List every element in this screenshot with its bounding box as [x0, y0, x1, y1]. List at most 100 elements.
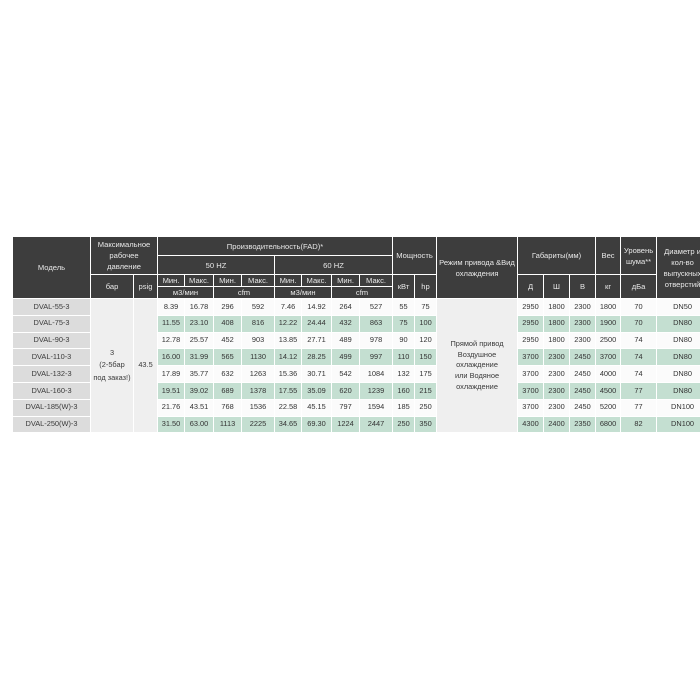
- header-kw: кВт: [392, 274, 416, 299]
- cell-60hz-cfm-max: 1239: [359, 381, 394, 400]
- cell-outlet: DN50: [656, 298, 700, 316]
- cell-outlet: DN80: [656, 314, 700, 333]
- cell-50hz-m3min-max: 23.10: [184, 314, 215, 333]
- cell-height: 2300: [569, 314, 597, 333]
- cell-model: DVAL-160-3: [12, 381, 91, 400]
- cell-60hz-m3min-min: 12.22: [274, 314, 303, 333]
- cell-50hz-m3min-min: 31.50: [157, 415, 186, 434]
- cell-weight: 6800: [595, 415, 622, 434]
- cell-width: 2300: [543, 365, 571, 383]
- cell-outlet: DN100: [656, 398, 700, 417]
- table-row: DVAL-110-3 16.00 31.99 565 1130 14.12 28.25 499…: [12, 348, 700, 367]
- cell-hp: 175: [414, 365, 438, 383]
- cell-50hz-cfm-min: 452: [213, 331, 243, 350]
- cell-60hz-m3min-max: 28.25: [301, 348, 333, 367]
- cell-hp: 150: [414, 348, 438, 367]
- cell-60hz-cfm-min: 1224: [331, 415, 361, 434]
- cell-dba: 77: [620, 381, 658, 400]
- cell-50hz-cfm-max: 903: [241, 331, 276, 350]
- cell-50hz-m3min-min: 19.51: [157, 381, 186, 400]
- cell-60hz-m3min-max: 69.30: [301, 415, 333, 434]
- cell-60hz-cfm-min: 489: [331, 331, 361, 350]
- compressor-specification-table: Модель Максимальное рабочее давление Про…: [12, 236, 700, 434]
- cell-kw: 110: [392, 348, 416, 367]
- header-50hz: 50 HZ: [157, 255, 276, 275]
- header-50hz-m3min-max: Макс.: [184, 274, 215, 287]
- cell-weight: 1800: [595, 298, 622, 316]
- header-50hz-m3min-min: Мин.: [157, 274, 186, 287]
- cell-weight: 2500: [595, 331, 622, 350]
- cell-model: DVAL-90-3: [12, 331, 91, 350]
- cell-50hz-m3min-max: 25.57: [184, 331, 215, 350]
- cell-width: 1800: [543, 298, 571, 316]
- header-60hz-cfm-unit: cfm: [331, 286, 394, 299]
- header-max-pressure: Максимальное рабочее давление: [89, 236, 159, 275]
- cell-60hz-cfm-max: 2447: [359, 415, 394, 434]
- header-height: В: [569, 274, 597, 299]
- cell-outlet: DN80: [656, 381, 700, 400]
- cell-60hz-m3min-min: 14.12: [274, 348, 303, 367]
- cell-height: 2450: [569, 381, 597, 400]
- cell-50hz-m3min-max: 63.00: [184, 415, 215, 434]
- cell-60hz-m3min-min: 34.65: [274, 415, 303, 434]
- cell-kw: 75: [392, 314, 416, 333]
- cell-kw: 160: [392, 381, 416, 400]
- header-60hz-cfm-min: Мин.: [331, 274, 361, 287]
- cell-hp: 250: [414, 398, 438, 417]
- header-row-3: бар psig Мин. Макс. Мин. Макс. Мин. Макс…: [13, 274, 700, 299]
- cell-kw: 132: [392, 365, 416, 383]
- cell-60hz-m3min-max: 14.92: [301, 298, 333, 316]
- cell-width: 1800: [543, 314, 571, 333]
- cell-50hz-cfm-max: 1130: [241, 348, 276, 367]
- cell-width: 2300: [543, 398, 571, 417]
- header-dba: дБа: [620, 274, 658, 299]
- cell-50hz-m3min-min: 21.76: [157, 398, 186, 417]
- cell-outlet: DN80: [656, 365, 700, 383]
- cell-60hz-m3min-max: 24.44: [301, 314, 333, 333]
- cell-50hz-cfm-min: 768: [213, 398, 243, 417]
- header-model: Модель: [12, 236, 91, 299]
- cell-hp: 215: [414, 381, 438, 400]
- header-kg: кг: [595, 274, 622, 299]
- cell-height: 2300: [569, 298, 597, 316]
- cell-60hz-m3min-min: 15.36: [274, 365, 303, 383]
- cell-dba: 74: [620, 331, 658, 350]
- cell-kw: 185: [392, 398, 416, 417]
- cell-model: DVAL-250(W)-3: [12, 415, 91, 434]
- table-row: DVAL-132-3 17.89 35.77 632 1263 15.36 30.71 542…: [12, 365, 700, 383]
- cell-60hz-cfm-min: 797: [331, 398, 361, 417]
- cell-length: 2950: [517, 314, 545, 333]
- table-row: DVAL-55-3 3 (2-5бар под заказ!) 43.5 8.39 16.7…: [12, 297, 700, 434]
- cell-kw: 90: [392, 331, 416, 350]
- header-outlet: Диаметр и кол-во выпускных отверстий: [656, 236, 700, 299]
- header-length: Д: [517, 274, 545, 299]
- cell-model: DVAL-75-3: [12, 314, 91, 333]
- cell-dba: 82: [620, 415, 658, 434]
- cell-50hz-m3min-min: 16.00: [157, 348, 186, 367]
- cell-length: 4300: [517, 415, 545, 434]
- cell-hp: 100: [414, 314, 438, 333]
- cell-drive-mode: Прямой привод Воздушное охлаждение или Водя…: [436, 297, 519, 434]
- cell-length: 2950: [517, 331, 545, 350]
- cell-pressure-psig: 43.5: [132, 297, 159, 434]
- cell-outlet: DN80: [656, 331, 700, 350]
- cell-length: 2950: [517, 298, 545, 316]
- header-60hz-cfm-max: Макс.: [359, 274, 394, 287]
- cell-length: 3700: [517, 398, 545, 417]
- cell-length: 3700: [517, 381, 545, 400]
- specification-table-container: Модель Максимальное рабочее давление Про…: [12, 236, 700, 434]
- cell-50hz-m3min-min: 11.55: [157, 314, 186, 333]
- cell-50hz-cfm-max: 1378: [241, 381, 276, 400]
- cell-60hz-m3min-min: 7.46: [274, 298, 303, 316]
- cell-60hz-cfm-min: 432: [331, 314, 361, 333]
- header-hp: hp: [414, 274, 438, 299]
- header-50hz-cfm-unit: cfm: [213, 286, 276, 299]
- cell-50hz-m3min-min: 8.39: [157, 298, 186, 316]
- table-body: DVAL-55-3 3 (2-5бар под заказ!) 43.5 8.39 16.7…: [12, 297, 700, 434]
- cell-kw: 55: [392, 298, 416, 316]
- header-noise: Уровень шума**: [620, 236, 658, 275]
- header-60hz-m3min-unit: м3/мин: [274, 286, 333, 299]
- cell-50hz-m3min-max: 35.77: [184, 365, 215, 383]
- cell-50hz-cfm-max: 2225: [241, 415, 276, 434]
- header-50hz-cfm-max: Макс.: [241, 274, 276, 287]
